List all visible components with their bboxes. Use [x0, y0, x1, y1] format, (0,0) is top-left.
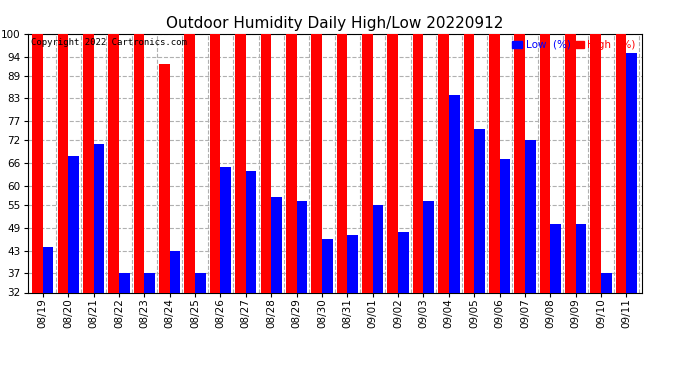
Bar	[373, 205, 384, 375]
Bar	[195, 273, 206, 375]
Bar	[221, 167, 231, 375]
Bar	[83, 34, 94, 375]
Bar	[500, 159, 510, 375]
Bar	[464, 34, 474, 375]
Bar	[398, 232, 408, 375]
Bar	[261, 34, 271, 375]
Bar	[615, 34, 627, 375]
Bar	[119, 273, 130, 375]
Bar	[347, 236, 358, 375]
Bar	[474, 129, 485, 375]
Bar	[322, 239, 333, 375]
Title: Outdoor Humidity Daily High/Low 20220912: Outdoor Humidity Daily High/Low 20220912	[166, 16, 503, 31]
Bar	[525, 140, 535, 375]
Bar	[575, 224, 586, 375]
Bar	[424, 201, 434, 375]
Bar	[438, 34, 449, 375]
Bar	[551, 224, 561, 375]
Text: Copyright 2022 Cartronics.com: Copyright 2022 Cartronics.com	[30, 38, 186, 46]
Bar	[134, 34, 144, 375]
Bar	[246, 171, 257, 375]
Bar	[235, 34, 246, 375]
Bar	[184, 34, 195, 375]
Bar	[68, 156, 79, 375]
Bar	[362, 34, 373, 375]
Bar	[43, 247, 54, 375]
Bar	[297, 201, 307, 375]
Bar	[159, 64, 170, 375]
Bar	[108, 34, 119, 375]
Bar	[32, 34, 43, 375]
Bar	[514, 34, 525, 375]
Bar	[565, 34, 575, 375]
Bar	[170, 251, 180, 375]
Legend: Low  (%), High  (%): Low (%), High (%)	[511, 39, 636, 51]
Bar	[210, 34, 221, 375]
Bar	[413, 34, 424, 375]
Bar	[144, 273, 155, 375]
Bar	[448, 94, 460, 375]
Bar	[57, 34, 68, 375]
Bar	[286, 34, 297, 375]
Bar	[311, 34, 322, 375]
Bar	[627, 53, 637, 375]
Bar	[387, 34, 398, 375]
Bar	[271, 197, 282, 375]
Bar	[94, 144, 104, 375]
Bar	[489, 34, 500, 375]
Bar	[601, 273, 612, 375]
Bar	[591, 34, 601, 375]
Bar	[337, 34, 347, 375]
Bar	[540, 34, 551, 375]
